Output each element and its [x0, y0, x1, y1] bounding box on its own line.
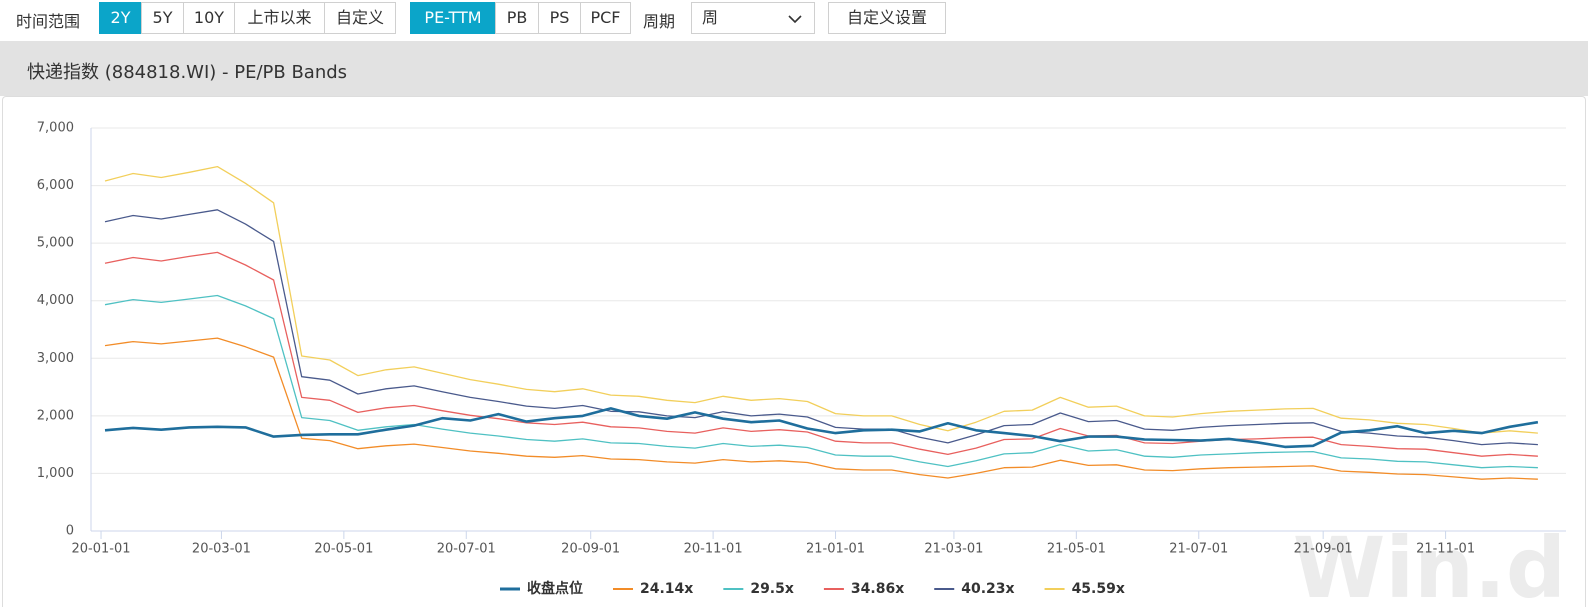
x-tick-label: 21-09-01	[1294, 542, 1353, 557]
range-button[interactable]: 10Y	[183, 2, 235, 34]
x-tick-label: 20-01-01	[72, 542, 131, 557]
legend-label: 34.86x	[851, 581, 904, 597]
x-tick-label: 20-05-01	[314, 542, 373, 557]
x-tick-label: 20-09-01	[561, 542, 620, 557]
series-line	[104, 337, 1538, 480]
chart: Win.d 0 1,000 2,000 3,000 4,000 5,000 6,000 7,0…	[37, 121, 1566, 607]
x-tick-label: 20-07-01	[437, 542, 496, 557]
metric-button[interactable]: PE-TTM	[410, 2, 496, 34]
y-tick-label: 6,000	[37, 178, 74, 193]
legend-label: 24.14x	[640, 581, 693, 597]
x-tick-label: 21-11-01	[1416, 542, 1475, 557]
legend-label: 40.23x	[961, 581, 1014, 597]
series-line	[104, 407, 1539, 449]
y-tick-label: 4,000	[37, 293, 74, 308]
y-tick-label: 3,000	[37, 351, 74, 366]
x-tick-label: 20-11-01	[684, 542, 743, 557]
period-label: 周期	[643, 12, 676, 31]
metric-button[interactable]: PB	[495, 2, 539, 34]
dropdown-arrow	[788, 15, 802, 24]
x-tick-label: 20-03-01	[192, 542, 251, 557]
series-line	[104, 165, 1538, 434]
x-tick-label: 21-05-01	[1047, 542, 1106, 557]
metric-button[interactable]: PS	[538, 2, 581, 34]
range-button[interactable]: 自定义	[324, 2, 396, 34]
range-button[interactable]: 5Y	[141, 2, 184, 34]
range-button[interactable]: 2Y	[99, 2, 142, 34]
range-button[interactable]: 上市以来	[234, 2, 325, 34]
metric-button[interactable]: PCF	[580, 2, 631, 34]
series-line	[104, 209, 1538, 446]
settings-button[interactable]: 自定义设置	[828, 2, 946, 34]
series-line	[104, 251, 1538, 457]
watermark: Win.d	[1293, 519, 1566, 607]
legend-label: 29.5x	[750, 581, 794, 597]
panel-title: 快递指数 (884818.WI) - PE/PB Bands	[27, 62, 348, 83]
period-select[interactable]: 周	[691, 2, 815, 34]
chart-panel	[2, 96, 1586, 607]
y-tick-label: 0	[66, 524, 74, 539]
x-tick-label: 21-03-01	[924, 542, 983, 557]
legend-label: 收盘点位	[527, 580, 583, 597]
toolbar: 时间范围 2Y 5Y 10Y 上市以来 自定义 PE-TTM PB PS PCF…	[0, 0, 1588, 40]
panel-header: 快递指数 (884818.WI) - PE/PB Bands	[0, 41, 1588, 96]
y-tick-label: 5,000	[37, 236, 74, 251]
x-tick-label: 21-07-01	[1169, 542, 1228, 557]
series-line	[104, 294, 1538, 469]
y-tick-label: 2,000	[37, 408, 74, 423]
legend-label: 45.59x	[1072, 581, 1125, 597]
x-tick-label: 21-01-01	[806, 542, 865, 557]
y-tick-label: 7,000	[37, 121, 74, 136]
range-label: 时间范围	[16, 12, 81, 31]
period-value: 周	[702, 8, 719, 27]
y-tick-label: 1,000	[37, 466, 74, 481]
